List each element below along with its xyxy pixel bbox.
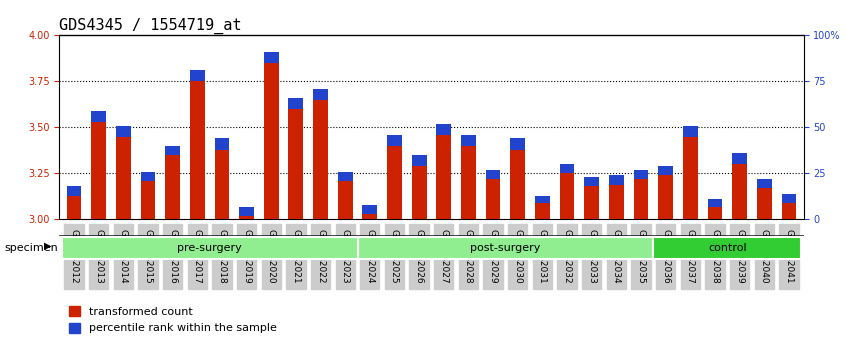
Bar <box>757 188 772 219</box>
Bar <box>91 111 106 122</box>
Bar <box>609 184 624 219</box>
Bar <box>535 195 550 203</box>
Bar <box>412 155 426 166</box>
Bar <box>140 181 156 219</box>
Text: pre-surgery: pre-surgery <box>177 243 242 253</box>
Bar <box>732 153 747 164</box>
Bar <box>91 122 106 219</box>
Bar <box>634 170 648 179</box>
Bar <box>116 137 131 219</box>
Bar <box>683 126 698 137</box>
Bar <box>707 207 722 219</box>
Bar <box>658 166 673 175</box>
Bar <box>338 181 353 219</box>
FancyBboxPatch shape <box>358 236 653 259</box>
Bar <box>190 81 205 219</box>
Bar <box>437 135 451 219</box>
Bar <box>658 175 673 219</box>
Bar <box>461 146 475 219</box>
Bar <box>560 173 574 219</box>
Bar <box>609 175 624 184</box>
Bar <box>486 179 501 219</box>
Bar <box>67 186 81 195</box>
Legend: transformed count, percentile rank within the sample: transformed count, percentile rank withi… <box>65 302 282 338</box>
Bar <box>510 138 525 149</box>
Bar <box>560 164 574 173</box>
Bar <box>362 214 377 219</box>
Bar <box>67 195 81 219</box>
Bar <box>732 164 747 219</box>
Bar <box>215 138 229 149</box>
FancyBboxPatch shape <box>653 236 801 259</box>
Bar <box>264 63 278 219</box>
Bar <box>338 172 353 181</box>
Bar <box>486 170 501 179</box>
Bar <box>387 146 402 219</box>
Bar <box>288 98 303 109</box>
Bar <box>215 149 229 219</box>
Bar <box>757 179 772 188</box>
Bar <box>707 199 722 207</box>
Bar <box>239 207 254 216</box>
Bar <box>510 149 525 219</box>
Text: specimen: specimen <box>4 243 58 253</box>
Bar <box>264 52 278 63</box>
Bar <box>683 137 698 219</box>
FancyBboxPatch shape <box>62 236 358 259</box>
Bar <box>437 124 451 135</box>
Bar <box>782 194 796 203</box>
Bar <box>535 203 550 219</box>
Bar <box>140 172 156 181</box>
Bar <box>116 126 131 137</box>
Text: control: control <box>708 243 746 253</box>
Bar <box>313 100 328 219</box>
Bar <box>412 166 426 219</box>
Bar <box>288 109 303 219</box>
Bar <box>585 186 599 219</box>
Bar <box>313 89 328 100</box>
Bar <box>461 135 475 146</box>
Bar <box>585 177 599 186</box>
Text: post-surgery: post-surgery <box>470 243 541 253</box>
Text: ▶: ▶ <box>44 241 52 251</box>
Bar <box>634 179 648 219</box>
Bar <box>782 203 796 219</box>
Text: GDS4345 / 1554719_at: GDS4345 / 1554719_at <box>59 18 242 34</box>
Bar <box>190 70 205 81</box>
Bar <box>165 155 180 219</box>
Bar <box>362 205 377 214</box>
Bar <box>165 146 180 155</box>
Bar <box>387 135 402 146</box>
Bar <box>239 216 254 219</box>
